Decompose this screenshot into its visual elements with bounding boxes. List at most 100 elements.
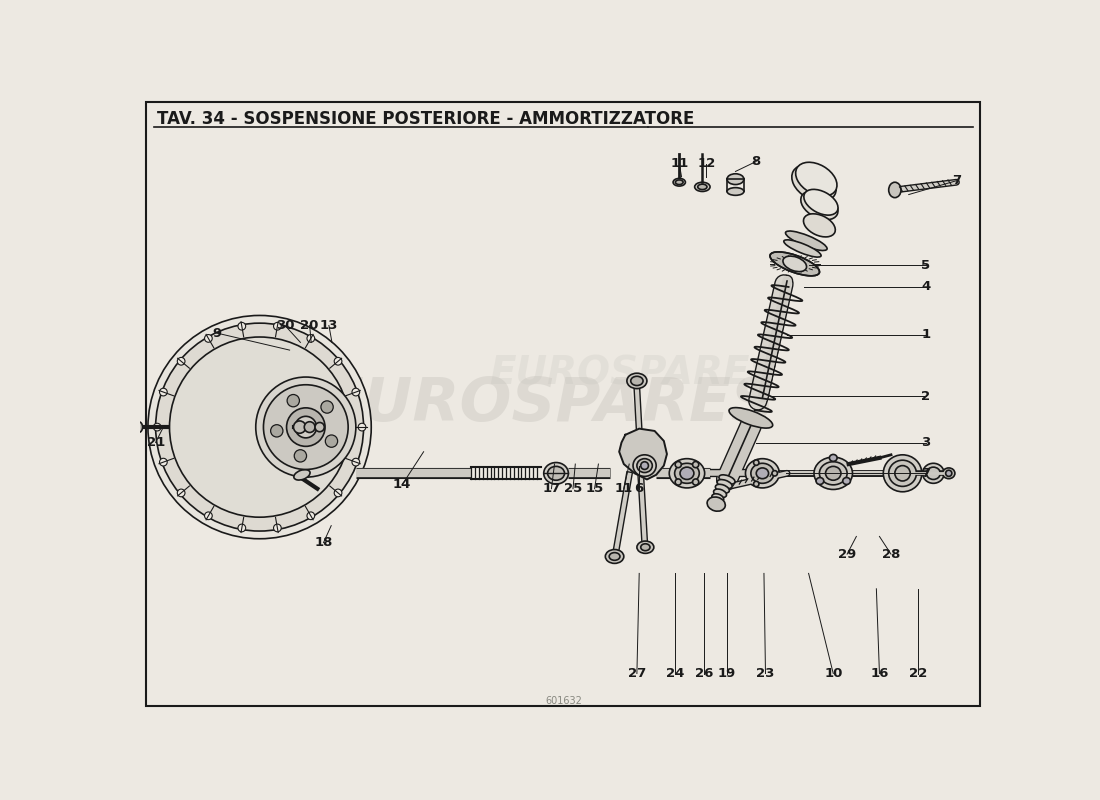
Text: 22: 22 — [909, 667, 927, 680]
Ellipse shape — [135, 422, 143, 433]
Ellipse shape — [829, 454, 837, 462]
Ellipse shape — [315, 422, 324, 432]
Circle shape — [160, 388, 167, 396]
Text: 6: 6 — [635, 482, 643, 495]
Ellipse shape — [754, 460, 759, 466]
Ellipse shape — [714, 489, 726, 498]
Circle shape — [286, 408, 326, 446]
Circle shape — [177, 358, 185, 365]
Circle shape — [271, 425, 283, 437]
Text: 2: 2 — [921, 390, 931, 403]
Ellipse shape — [680, 467, 694, 479]
Text: 9: 9 — [212, 326, 222, 340]
Ellipse shape — [943, 468, 955, 478]
Ellipse shape — [605, 550, 624, 563]
Ellipse shape — [895, 466, 911, 481]
Ellipse shape — [634, 455, 656, 476]
Ellipse shape — [757, 468, 769, 478]
Text: 23: 23 — [757, 667, 774, 680]
Text: 24: 24 — [667, 667, 684, 680]
Text: 4: 4 — [921, 281, 931, 294]
Ellipse shape — [814, 457, 852, 490]
Ellipse shape — [637, 458, 652, 473]
Ellipse shape — [675, 479, 681, 485]
Ellipse shape — [707, 497, 725, 511]
Circle shape — [177, 489, 185, 497]
Ellipse shape — [640, 544, 650, 550]
Text: 3: 3 — [921, 436, 931, 449]
Ellipse shape — [783, 256, 806, 272]
Text: 7: 7 — [921, 467, 931, 480]
Text: 8: 8 — [751, 155, 761, 168]
Ellipse shape — [729, 408, 772, 428]
Circle shape — [321, 401, 333, 413]
Ellipse shape — [305, 422, 315, 433]
Ellipse shape — [801, 191, 838, 220]
Ellipse shape — [609, 553, 620, 560]
Circle shape — [205, 334, 212, 342]
Ellipse shape — [255, 377, 356, 477]
Ellipse shape — [548, 466, 564, 480]
Ellipse shape — [712, 494, 724, 502]
Ellipse shape — [754, 482, 759, 486]
Text: 7: 7 — [952, 174, 961, 187]
Ellipse shape — [889, 182, 901, 198]
Ellipse shape — [695, 182, 711, 191]
Text: 21: 21 — [146, 436, 165, 449]
Text: 601632: 601632 — [546, 696, 582, 706]
Ellipse shape — [717, 479, 733, 489]
Text: 25: 25 — [564, 482, 582, 495]
Text: 5: 5 — [921, 259, 931, 272]
Ellipse shape — [543, 462, 569, 484]
Ellipse shape — [746, 458, 779, 488]
Ellipse shape — [751, 463, 774, 483]
Circle shape — [169, 337, 350, 517]
Ellipse shape — [727, 188, 744, 195]
Ellipse shape — [669, 458, 705, 488]
Text: 13: 13 — [320, 319, 338, 332]
Ellipse shape — [697, 184, 707, 190]
Circle shape — [205, 512, 212, 520]
Ellipse shape — [715, 484, 729, 493]
Text: 11: 11 — [670, 158, 689, 170]
Text: 12: 12 — [697, 158, 715, 170]
Text: 14: 14 — [393, 478, 411, 491]
Text: 18: 18 — [315, 536, 332, 549]
Ellipse shape — [804, 190, 838, 215]
Text: 1: 1 — [921, 328, 931, 341]
Ellipse shape — [719, 475, 735, 484]
Circle shape — [238, 322, 245, 330]
Circle shape — [334, 489, 342, 497]
Text: EUROSPARES: EUROSPARES — [321, 374, 776, 434]
Circle shape — [274, 524, 282, 532]
Ellipse shape — [772, 470, 778, 476]
Ellipse shape — [785, 231, 827, 250]
Text: 30: 30 — [276, 319, 295, 332]
Ellipse shape — [923, 463, 944, 483]
Text: 15: 15 — [585, 482, 604, 495]
Text: 16: 16 — [870, 667, 889, 680]
Ellipse shape — [640, 462, 649, 470]
Circle shape — [307, 512, 315, 520]
Circle shape — [156, 323, 363, 531]
Ellipse shape — [946, 470, 952, 476]
Text: 20: 20 — [300, 319, 319, 332]
Ellipse shape — [294, 421, 306, 434]
Ellipse shape — [926, 467, 940, 479]
Ellipse shape — [675, 462, 681, 468]
Text: 26: 26 — [695, 667, 713, 680]
Circle shape — [294, 450, 307, 462]
Text: EUROSPARES: EUROSPARES — [488, 354, 778, 392]
Circle shape — [238, 524, 245, 532]
Ellipse shape — [792, 165, 836, 202]
Circle shape — [307, 334, 315, 342]
Ellipse shape — [675, 180, 683, 185]
Ellipse shape — [843, 478, 850, 485]
Circle shape — [334, 358, 342, 365]
Text: 28: 28 — [882, 548, 900, 561]
Circle shape — [326, 435, 338, 447]
Ellipse shape — [883, 455, 922, 492]
Ellipse shape — [294, 470, 310, 480]
Text: 29: 29 — [838, 548, 856, 561]
Text: 11: 11 — [615, 482, 632, 495]
